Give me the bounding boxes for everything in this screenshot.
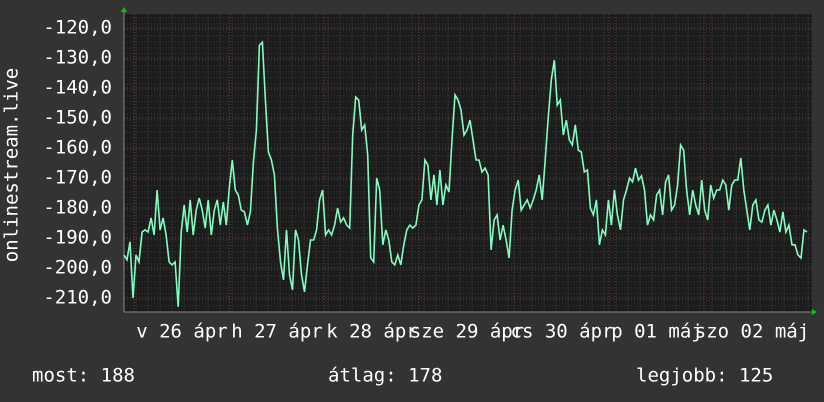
x-tick-label: p 01 máj	[611, 321, 703, 343]
y-tick-label: -140,0	[43, 77, 112, 99]
y-tick-label: -150,0	[43, 107, 112, 129]
y-tick-label: -130,0	[43, 47, 112, 69]
y-axis-arrow	[121, 7, 127, 12]
y-tick-label: -120,0	[43, 17, 112, 39]
x-tick-label: h 27 ápr	[231, 321, 323, 343]
footer-best: legjobb: 125	[636, 365, 773, 387]
x-tick-label: k 28 ápr	[326, 321, 418, 343]
x-tick-label: cs 30 ápr	[511, 321, 614, 343]
y-tick-label: -180,0	[43, 196, 112, 218]
y-tick-label: -210,0	[43, 286, 112, 308]
x-tick-label: szo 02 máj	[695, 321, 809, 343]
x-tick-label: v 26 ápr	[136, 321, 228, 343]
series-line	[123, 40, 808, 307]
y-tick-label: -190,0	[43, 226, 112, 248]
y-tick-label: -160,0	[43, 137, 112, 159]
footer-current: most: 188	[32, 365, 135, 387]
footer-average: átlag: 178	[328, 365, 442, 387]
plot-area	[124, 14, 812, 312]
x-axis-arrow	[812, 309, 817, 315]
y-axis-label: onlinestream.live	[1, 68, 23, 262]
y-tick-label: -200,0	[43, 256, 112, 278]
x-tick-label: sze 29 ápr	[410, 321, 524, 343]
y-tick-label: -170,0	[43, 166, 112, 188]
